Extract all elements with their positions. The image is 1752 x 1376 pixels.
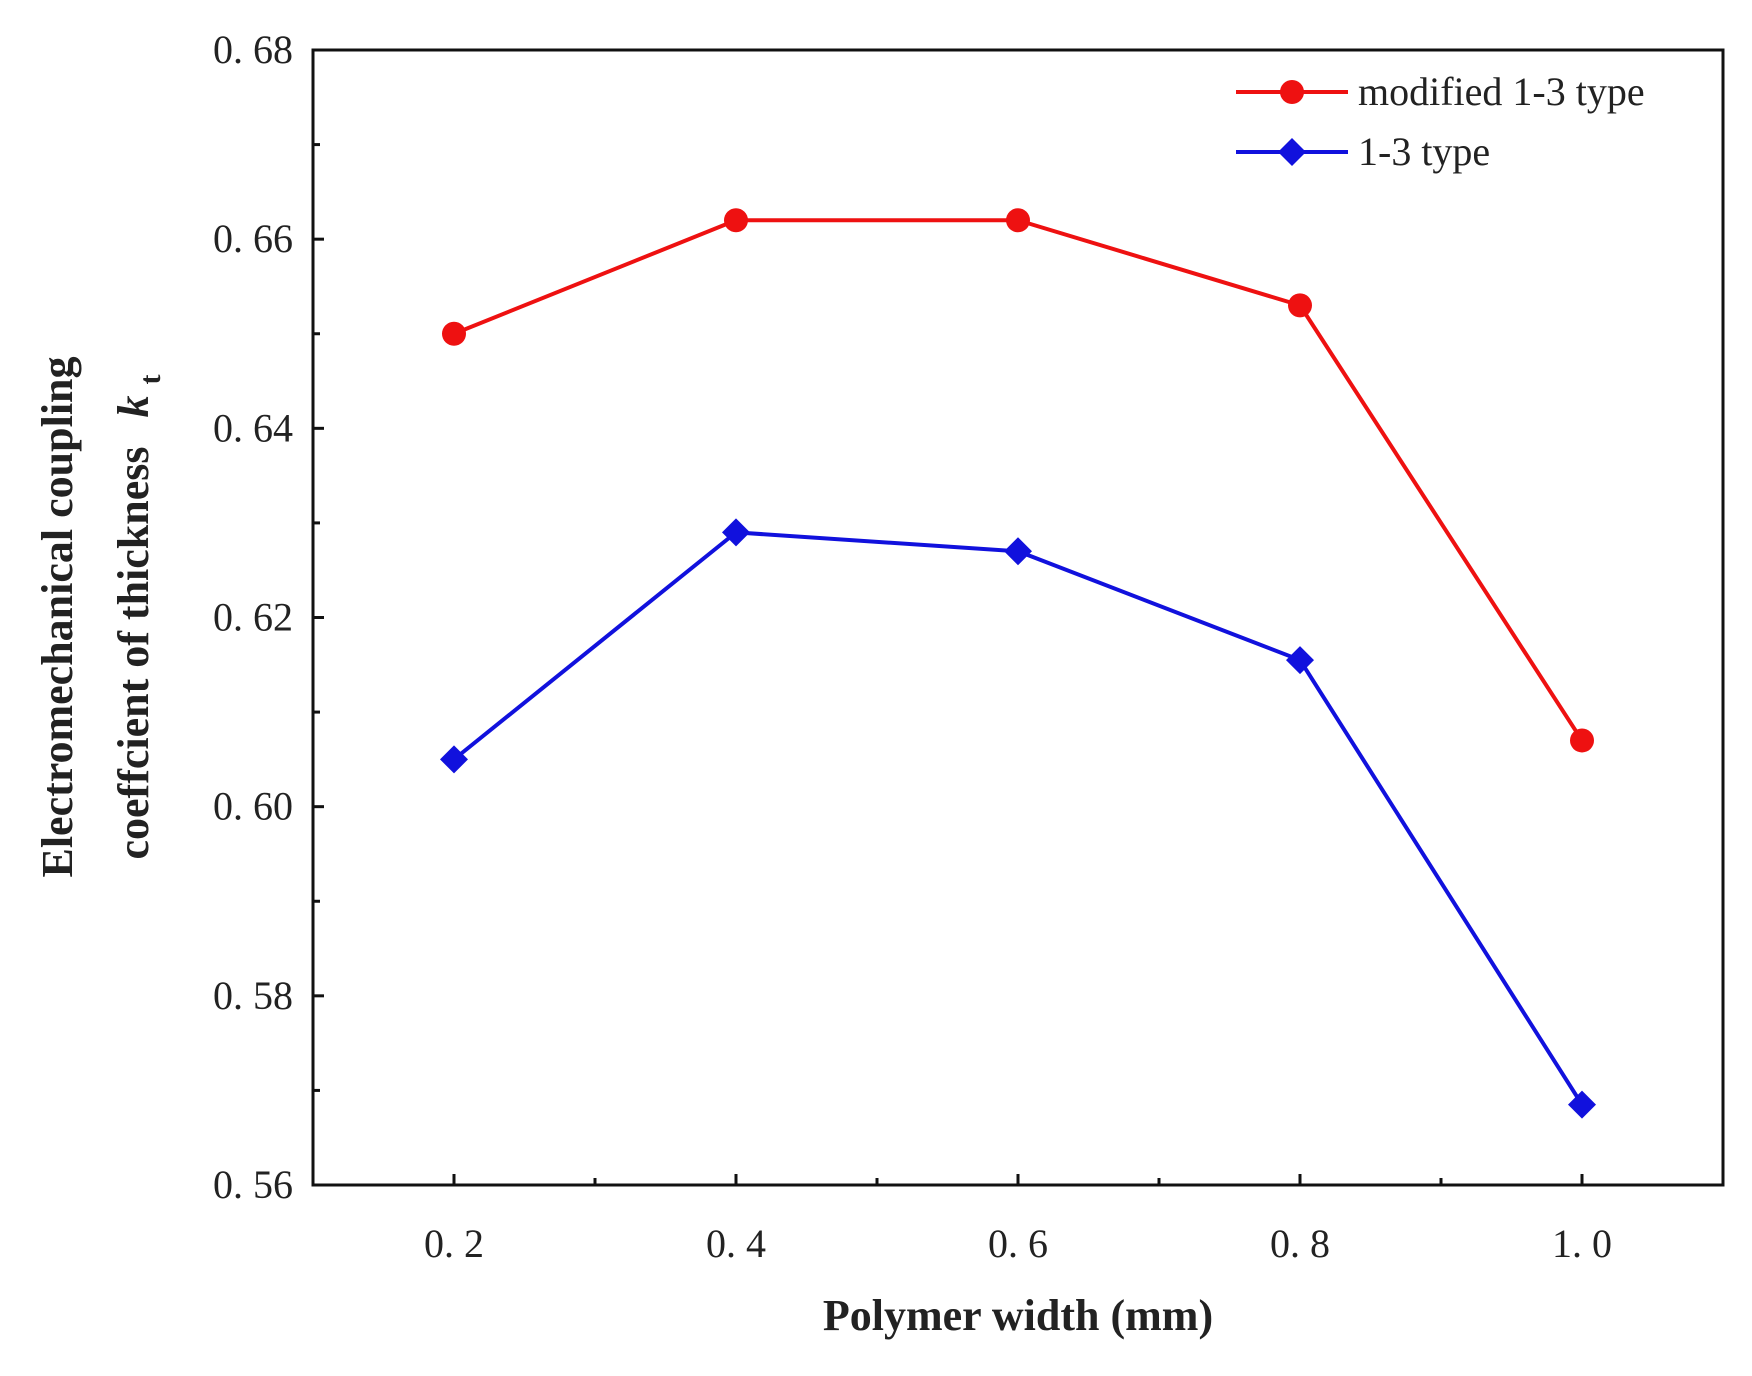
series-line bbox=[452, 530, 1584, 1106]
x-tick-label: 0. 6 bbox=[988, 1221, 1048, 1266]
circle-point bbox=[1570, 728, 1594, 753]
y-tick-label: 0. 62 bbox=[213, 595, 293, 640]
series-line bbox=[453, 218, 1584, 742]
legend-label: modified 1-3 type bbox=[1358, 69, 1645, 114]
circle-point bbox=[442, 321, 466, 346]
diamond-point bbox=[1568, 1090, 1596, 1119]
legend-label: 1-3 type bbox=[1358, 129, 1490, 174]
y-tick-label: 0. 60 bbox=[213, 784, 293, 829]
y-tick-label: 0. 66 bbox=[213, 216, 293, 261]
axis-ticks: 0. 56 0. 58 0. 60 0. 62 0. 64 0. 66 0. 68 0. 2 0… bbox=[213, 27, 1612, 1266]
y-tick-label: 0. 68 bbox=[213, 27, 293, 72]
x-tick-label: 1. 0 bbox=[1552, 1221, 1612, 1266]
y-axis-title-subscript: t bbox=[134, 374, 167, 384]
y-tick-label: 0. 56 bbox=[213, 1162, 293, 1207]
y-tick-label: 0. 64 bbox=[213, 405, 293, 450]
y-axis-title-text: coeffcient of thickness bbox=[109, 446, 158, 859]
circle-point bbox=[1288, 293, 1312, 318]
circle-point bbox=[1006, 208, 1030, 233]
series-1 bbox=[442, 208, 1594, 753]
legend-item: modified 1-3 type bbox=[1236, 69, 1645, 114]
legend-item: 1-3 type bbox=[1236, 129, 1490, 174]
series-2 bbox=[440, 518, 1596, 1119]
legend-marker bbox=[1280, 80, 1304, 104]
series-layer bbox=[440, 208, 1596, 1119]
x-tick-label: 0. 2 bbox=[424, 1221, 484, 1266]
y-axis-title-line2: coeffcient of thickness k t bbox=[109, 374, 167, 859]
legend-marker bbox=[1278, 138, 1306, 166]
x-axis-title: Polymer width (mm) bbox=[823, 1291, 1213, 1340]
x-tick-label: 0. 8 bbox=[1270, 1221, 1330, 1266]
y-axis-title-line1: Electromechanical coupling bbox=[33, 356, 82, 877]
y-axis-title-symbol: k bbox=[109, 395, 158, 417]
diamond-point bbox=[440, 745, 468, 774]
y-axis-title: Electromechanical coupling coeffcient of… bbox=[33, 356, 167, 877]
legend: modified 1-3 type 1-3 type bbox=[1236, 69, 1645, 174]
diamond-point bbox=[722, 518, 750, 547]
x-tick-label: 0. 4 bbox=[706, 1221, 766, 1266]
diamond-point bbox=[1004, 537, 1032, 566]
diamond-point bbox=[1286, 646, 1314, 675]
circle-point bbox=[724, 208, 748, 233]
y-tick-label: 0. 58 bbox=[213, 973, 293, 1018]
